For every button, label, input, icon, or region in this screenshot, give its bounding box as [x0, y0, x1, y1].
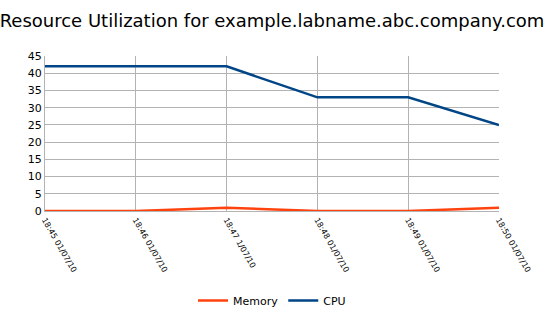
svg-text:10: 10 — [28, 170, 42, 183]
svg-text:15: 15 — [28, 153, 42, 166]
svg-text:35: 35 — [28, 84, 42, 97]
svg-text:18:50 01/07/10: 18:50 01/07/10 — [494, 216, 533, 274]
svg-text:0: 0 — [35, 205, 42, 218]
svg-text:Memory: Memory — [233, 295, 278, 308]
svg-text:CPU: CPU — [323, 295, 345, 308]
svg-text:40: 40 — [28, 67, 42, 80]
svg-text:20: 20 — [28, 136, 42, 149]
svg-text:25: 25 — [28, 119, 42, 132]
svg-text:18:45 01/07/10: 18:45 01/07/10 — [40, 216, 79, 274]
svg-text:18:47 1/07/10: 18:47 1/07/10 — [221, 216, 257, 269]
svg-text:30: 30 — [28, 102, 42, 115]
svg-text:5: 5 — [35, 188, 42, 201]
svg-text:Resource Utilization for examp: Resource Utilization for example.labname… — [0, 10, 544, 31]
svg-text:18:46 01/07/10: 18:46 01/07/10 — [131, 216, 170, 274]
svg-text:45: 45 — [28, 50, 42, 63]
svg-text:18:49 01/07/10: 18:49 01/07/10 — [403, 216, 442, 274]
svg-text:18:48 01/07/10: 18:48 01/07/10 — [312, 216, 351, 274]
